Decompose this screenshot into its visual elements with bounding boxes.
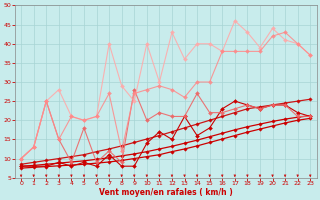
X-axis label: Vent moyen/en rafales ( km/h ): Vent moyen/en rafales ( km/h ) [99, 188, 233, 197]
